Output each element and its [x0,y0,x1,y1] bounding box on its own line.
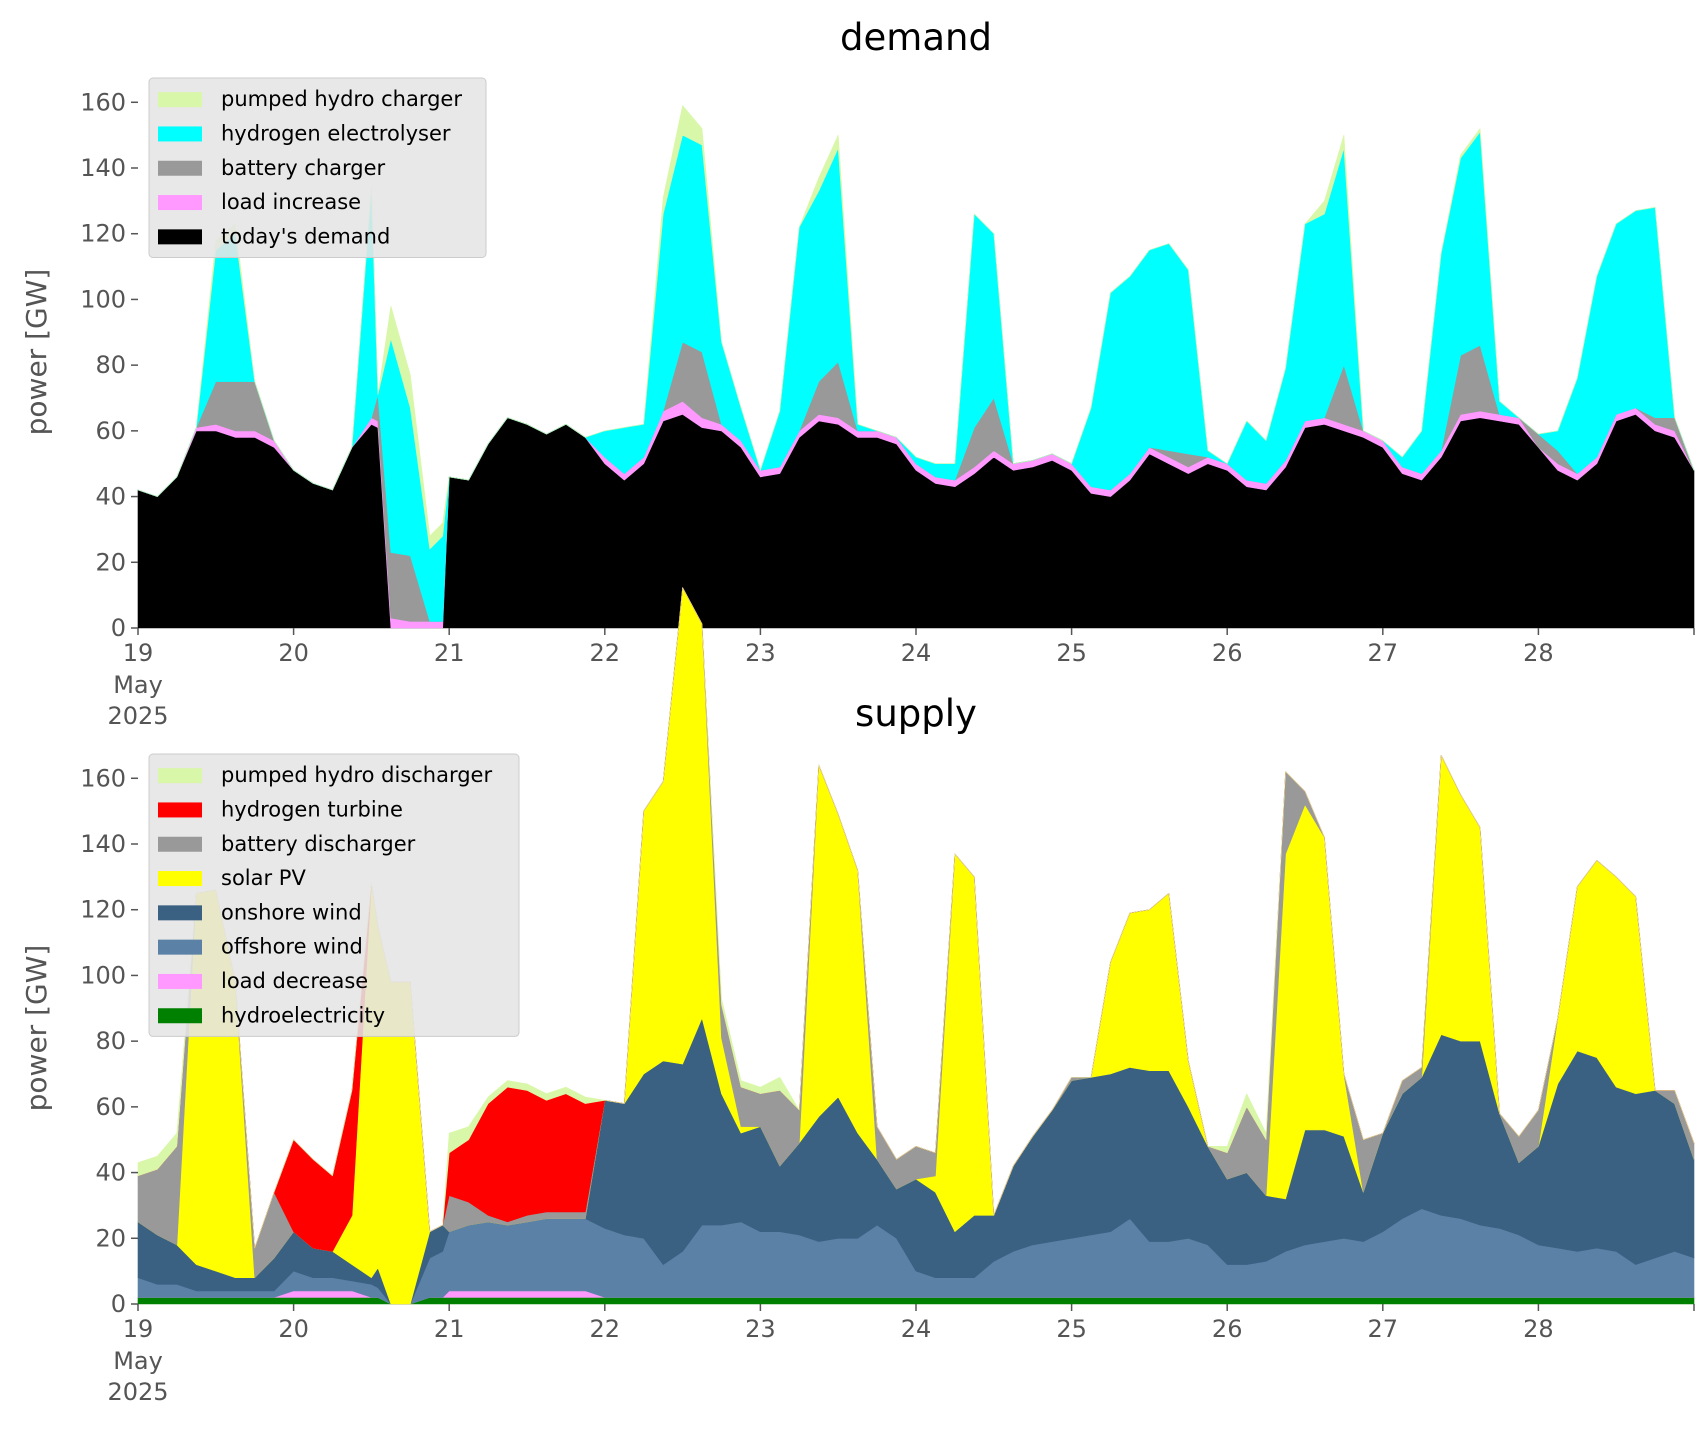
x-year-label: 2025 [107,702,168,730]
x-axis: 19 20 21 22 23 24 25 26 27 28 May 2025 [107,628,1695,730]
y-tick-label: 20 [95,548,126,576]
x-tick-label: 19 [123,1315,154,1343]
y-axis: 0 20 40 60 80 100 120 140 160 [80,88,138,642]
legend-label: offshore wind [221,935,363,959]
x-month-label: May [113,671,163,699]
y-tick-label: 0 [111,614,126,642]
legend-label: battery charger [221,156,386,180]
series-area-hydroelectricity [137,1297,1695,1305]
x-tick-label: 21 [434,1315,465,1343]
legend-label: solar PV [221,866,306,890]
x-tick-label: 23 [745,639,776,667]
legend-label: pumped hydro charger [221,87,462,111]
x-year-label: 2025 [107,1378,168,1406]
y-axis-label: power [GW] [20,945,53,1112]
x-axis: 19 20 21 22 23 24 25 26 27 28 May 2025 [107,1304,1695,1406]
x-tick-label: 24 [901,1315,932,1343]
x-tick-label: 27 [1368,1315,1399,1343]
legend-swatch [158,126,202,142]
y-tick-label: 120 [80,896,126,924]
y-tick-label: 100 [80,285,126,313]
legend-swatch [158,768,202,784]
x-tick-label: 25 [1056,639,1087,667]
y-axis-label: power [GW] [20,269,53,436]
legend-swatch [158,939,202,955]
legend-box [148,77,487,258]
legend-label: onshore wind [221,900,362,924]
legend-swatch [158,905,202,921]
x-tick-label: 19 [123,639,154,667]
legend-box [148,753,520,1037]
y-tick-label: 40 [95,483,126,511]
legend-swatch [158,160,202,176]
x-tick-label: 28 [1523,1315,1554,1343]
legend-swatch [158,973,202,989]
legend-label: battery discharger [221,832,416,856]
chart-title: demand [840,16,992,59]
series-area-pumped-hydro-discharger [137,587,1695,1249]
legend: pumped hydro charger hydrogen electrolyse… [148,77,487,258]
legend-label: hydroelectricity [221,1003,385,1027]
series-area-pumped-hydro-charger [137,105,1695,550]
x-tick-label: 20 [278,639,309,667]
y-tick-label: 0 [111,1290,126,1318]
legend-swatch [158,871,202,887]
y-tick-label: 80 [95,351,126,379]
legend-swatch [158,195,202,211]
legend-swatch [158,836,202,852]
legend-label: hydrogen electrolyser [221,121,451,145]
y-tick-label: 140 [80,154,126,182]
x-tick-label: 26 [1212,1315,1243,1343]
x-tick-label: 22 [590,639,621,667]
legend-swatch [158,92,202,108]
y-tick-label: 60 [95,417,126,445]
legend-swatch [158,802,202,818]
y-tick-label: 120 [80,220,126,248]
legend-label: pumped hydro discharger [221,763,492,787]
y-tick-label: 20 [95,1224,126,1252]
series-area-today-s-demand [137,414,1695,629]
y-tick-label: 100 [80,961,126,989]
y-tick-label: 160 [80,88,126,116]
x-tick-label: 21 [434,639,465,667]
supply-panel: supply 0 20 40 60 80 100 120 140 160 power [GW] 19 2… [20,587,1695,1406]
legend-swatch [158,229,202,245]
x-month-label: May [113,1347,163,1375]
legend-label: hydrogen turbine [221,797,403,821]
y-tick-label: 40 [95,1159,126,1187]
x-tick-label: 28 [1523,639,1554,667]
y-axis: 0 20 40 60 80 100 120 140 160 [80,764,138,1318]
chart-title: supply [855,692,977,735]
legend: pumped hydro discharger hydrogen turbine b… [148,753,520,1037]
legend-label: today's demand [221,224,390,248]
x-tick-label: 24 [901,639,932,667]
legend-label: load increase [221,190,361,214]
y-tick-label: 140 [80,830,126,858]
x-tick-label: 27 [1368,639,1399,667]
x-tick-label: 23 [745,1315,776,1343]
x-tick-label: 26 [1212,639,1243,667]
x-tick-label: 20 [278,1315,309,1343]
legend-label: load decrease [221,969,368,993]
demand-panel: demand 0 20 40 60 80 100 120 140 160 power [GW] 19 2… [20,16,1695,730]
legend-swatch [158,1008,202,1024]
series-areas [137,105,1695,629]
series-areas [137,587,1695,1305]
y-tick-label: 160 [80,764,126,792]
x-tick-label: 22 [590,1315,621,1343]
x-tick-label: 25 [1056,1315,1087,1343]
y-tick-label: 60 [95,1093,126,1121]
y-tick-label: 80 [95,1027,126,1055]
